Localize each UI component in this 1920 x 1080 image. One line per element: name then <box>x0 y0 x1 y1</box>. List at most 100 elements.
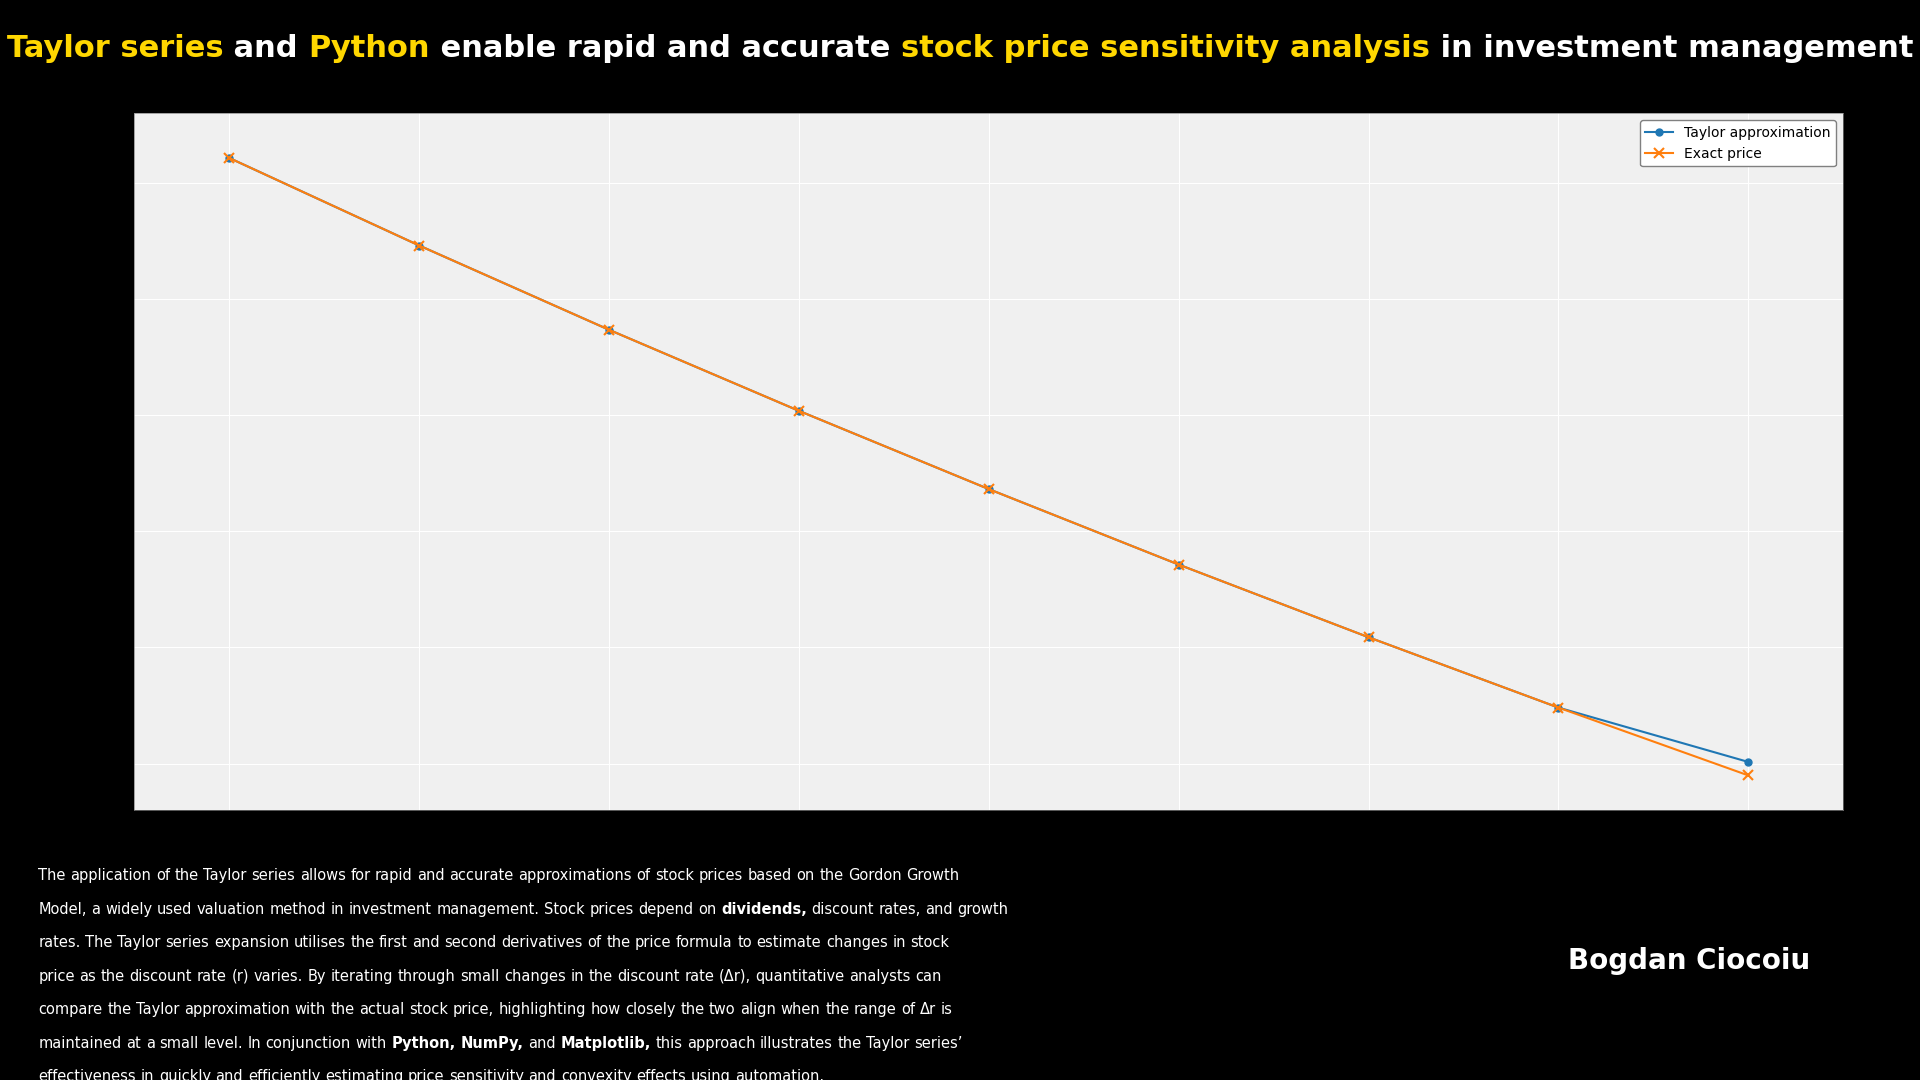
Taylor approximation <box>787 404 810 417</box>
Text: maintained: maintained <box>38 1036 121 1051</box>
Text: application: application <box>71 868 152 883</box>
Taylor approximation <box>1738 755 1761 768</box>
Text: (r): (r) <box>230 969 250 984</box>
Text: and: and <box>417 868 445 883</box>
Text: second: second <box>445 935 497 950</box>
Text: the: the <box>330 1002 355 1017</box>
Text: used: used <box>157 902 192 917</box>
Text: expansion: expansion <box>213 935 288 950</box>
Text: investment: investment <box>349 902 432 917</box>
Text: In: In <box>248 1036 261 1051</box>
Text: accurate: accurate <box>449 868 515 883</box>
Text: and: and <box>528 1036 555 1051</box>
Text: Built using NumPy and Matplotlib: Built using NumPy and Matplotlib <box>40 357 54 566</box>
X-axis label: Change in discount rate (Δr): Change in discount rate (Δr) <box>881 834 1096 849</box>
Text: first: first <box>378 935 407 950</box>
Text: depend: depend <box>637 902 693 917</box>
Text: the: the <box>108 1002 131 1017</box>
Text: effects: effects <box>636 1069 685 1080</box>
Text: rapid: rapid <box>374 868 413 883</box>
Text: series’: series’ <box>914 1036 962 1051</box>
Text: Bogdan Ciocoiu: Bogdan Ciocoiu <box>1569 947 1811 975</box>
Text: compare: compare <box>38 1002 102 1017</box>
Text: as: as <box>79 969 96 984</box>
Text: series: series <box>252 868 296 883</box>
Taylor approximation <box>407 239 430 252</box>
Text: and: and <box>528 1069 557 1080</box>
Text: through: through <box>397 969 455 984</box>
Text: the: the <box>175 868 198 883</box>
Text: Taylor: Taylor <box>866 1036 910 1051</box>
Text: rate: rate <box>684 969 714 984</box>
Text: when: when <box>781 1002 820 1017</box>
Text: management.: management. <box>436 902 540 917</box>
Text: quantitative: quantitative <box>756 969 845 984</box>
Text: rates.: rates. <box>38 935 81 950</box>
Text: Gordon: Gordon <box>849 868 902 883</box>
Exact price <box>407 239 430 252</box>
Text: stock: stock <box>910 935 948 950</box>
Text: (Δr),: (Δr), <box>718 969 751 984</box>
Text: Python: Python <box>309 35 430 63</box>
Text: stock: stock <box>409 1002 447 1017</box>
Text: Model,: Model, <box>38 902 86 917</box>
Text: growth: growth <box>958 902 1008 917</box>
Taylor approximation <box>977 483 1000 496</box>
Text: is: is <box>941 1002 952 1017</box>
Exact price <box>1548 701 1571 714</box>
Text: effectiveness: effectiveness <box>38 1069 136 1080</box>
Text: based: based <box>747 868 791 883</box>
Legend: Taylor approximation, Exact price: Taylor approximation, Exact price <box>1640 120 1836 166</box>
Text: rate: rate <box>196 969 227 984</box>
Text: The: The <box>84 935 113 950</box>
Text: in: in <box>570 969 584 984</box>
Text: By: By <box>307 969 326 984</box>
Text: of: of <box>588 935 601 950</box>
Title: Taylor approximation vs Exact stock price: Taylor approximation vs Exact stock pric… <box>785 84 1192 104</box>
Text: price: price <box>407 1069 444 1080</box>
Line: Exact price: Exact price <box>225 153 1753 780</box>
Text: to: to <box>737 935 753 950</box>
Text: widely: widely <box>106 902 152 917</box>
Exact price <box>977 483 1000 496</box>
Text: conjunction: conjunction <box>265 1036 351 1051</box>
Exact price <box>1357 631 1380 644</box>
Text: level.: level. <box>204 1036 242 1051</box>
Text: Taylor series: Taylor series <box>6 35 223 63</box>
Text: on: on <box>797 868 814 883</box>
Text: the: the <box>680 1002 705 1017</box>
Text: small: small <box>159 1036 198 1051</box>
Line: Taylor approximation: Taylor approximation <box>227 154 1751 766</box>
Text: rates,: rates, <box>879 902 922 917</box>
Text: and: and <box>223 35 309 63</box>
Text: actual: actual <box>359 1002 403 1017</box>
Text: the: the <box>837 1036 862 1051</box>
Text: allows: allows <box>300 868 346 883</box>
Text: how: how <box>589 1002 620 1017</box>
Exact price <box>217 151 240 164</box>
Text: varies.: varies. <box>253 969 303 984</box>
Taylor approximation <box>1167 558 1190 571</box>
Exact price <box>1738 769 1761 782</box>
Taylor approximation <box>217 151 240 164</box>
Text: Taylor: Taylor <box>204 868 246 883</box>
Text: in investment management: in investment management <box>1430 35 1914 63</box>
Text: this: this <box>655 1036 682 1051</box>
Text: the: the <box>102 969 125 984</box>
Text: Taylor: Taylor <box>117 935 161 950</box>
Text: the: the <box>607 935 630 950</box>
Text: Growth: Growth <box>906 868 960 883</box>
Text: Taylor: Taylor <box>136 1002 179 1017</box>
Text: a: a <box>92 902 100 917</box>
Text: in: in <box>140 1069 154 1080</box>
Text: Stock: Stock <box>543 902 586 917</box>
Text: small: small <box>461 969 499 984</box>
Text: sensitivity: sensitivity <box>449 1069 524 1080</box>
Text: of: of <box>637 868 651 883</box>
Text: with: with <box>294 1002 326 1017</box>
Text: a: a <box>146 1036 156 1051</box>
Text: dividends,: dividends, <box>720 902 806 917</box>
Text: closely: closely <box>626 1002 676 1017</box>
Text: convexity: convexity <box>561 1069 632 1080</box>
Exact price <box>1167 558 1190 571</box>
